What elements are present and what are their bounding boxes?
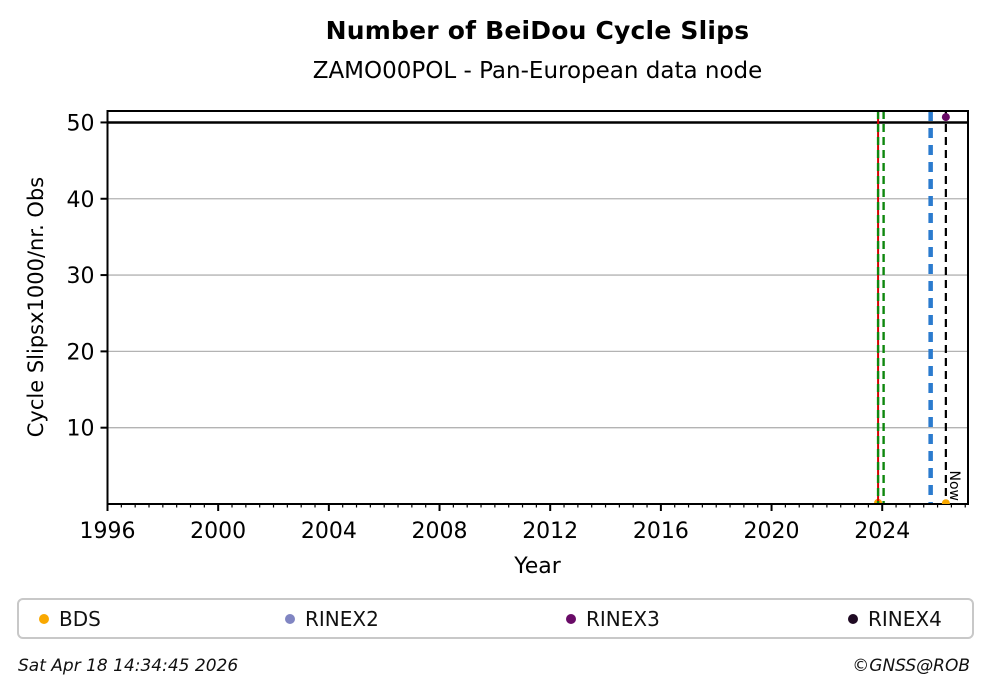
x-axis-label: Year: [514, 554, 561, 579]
legend-dot-rinex2: [285, 613, 295, 624]
legend-item-bds: BDS: [39, 600, 101, 637]
x-tick-label-2012: 2012: [522, 519, 578, 544]
x-tick-label-1996: 1996: [80, 519, 136, 544]
legend-dot-bds: [39, 613, 49, 624]
y-tick-label-30: 30: [67, 264, 95, 289]
x-tick-label-2020: 2020: [744, 519, 800, 544]
plot-timestamp: Sat Apr 18 14:34:45 2026: [18, 656, 239, 676]
data-point-rinex3: [941, 113, 950, 122]
x-tick-label-2024: 2024: [854, 519, 910, 544]
x-tick-label-2008: 2008: [412, 519, 468, 544]
y-tick-label-40: 40: [67, 188, 95, 213]
plot-area: Now 1996 2000 2004 2008 2012 2016 2020 2024 10 20 3…: [67, 110, 969, 544]
legend-label-bds: BDS: [59, 606, 101, 631]
y-tick-label-50: 50: [67, 111, 95, 136]
plot-credit: ©GNSS@ROB: [852, 656, 970, 676]
legend-label-rinex3: RINEX3: [586, 606, 660, 631]
legend-dot-rinex3: [566, 613, 576, 624]
x-tick-label-2016: 2016: [633, 519, 689, 544]
y-tick-label-20: 20: [67, 340, 95, 365]
legend-label-rinex2: RINEX2: [305, 606, 379, 631]
y-tick-label-10: 10: [67, 417, 95, 442]
now-label: Now: [946, 471, 962, 502]
legend-item-rinex4: RINEX4: [848, 600, 942, 637]
chart-subtitle: ZAMO00POL - Pan-European data node: [312, 58, 763, 84]
legend-item-rinex2: RINEX2: [285, 600, 379, 637]
legend-dot-rinex4: [848, 613, 858, 624]
legend: BDS RINEX2 RINEX3 RINEX4: [17, 598, 974, 639]
x-tick-label-2004: 2004: [301, 519, 357, 544]
x-tick-label-2000: 2000: [190, 519, 246, 544]
legend-label-rinex4: RINEX4: [868, 606, 942, 631]
data-point-bds: [941, 499, 950, 504]
chart-title: Number of BeiDou Cycle Slips: [325, 16, 750, 45]
axes-frame: [106, 110, 969, 505]
legend-item-rinex3: RINEX3: [566, 600, 660, 637]
